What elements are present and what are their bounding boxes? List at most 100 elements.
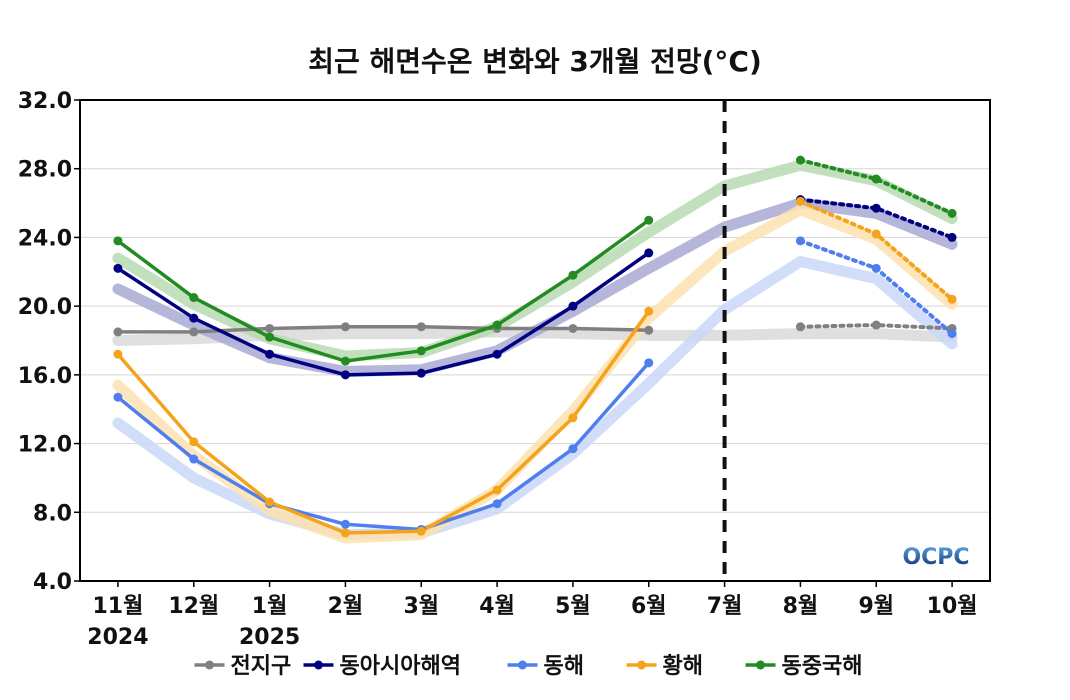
series-0-observed-point <box>113 327 123 337</box>
x-tick-label: 3월 <box>403 594 439 619</box>
series-4-observed-line <box>116 218 650 363</box>
series-points <box>113 155 957 538</box>
x-tick-label: 8월 <box>783 594 819 619</box>
series-3-observed-point <box>113 349 123 359</box>
ocpc-logo: OCPC <box>902 545 969 570</box>
series-3-observed-point <box>568 413 578 423</box>
climatology-bands <box>112 159 958 544</box>
y-axis-ticks: 32.0 28.0 24.0 20.0 16.0 12.0 8.0 4.0 <box>18 89 80 595</box>
series-0-observed-line <box>117 325 649 334</box>
legend-swatch-marker <box>756 660 765 670</box>
series-2-observed-line <box>116 361 651 532</box>
series-2-observed-point <box>644 358 654 368</box>
series-3-observed-point <box>265 497 275 507</box>
series-1-climatology-band <box>112 197 958 377</box>
x-year-label: 2025 <box>239 625 300 650</box>
series-1-observed-point <box>644 248 654 258</box>
series-4-observed-point <box>113 236 123 246</box>
series-0-observed-point <box>416 322 426 332</box>
legend-swatch-marker <box>205 660 214 670</box>
legend-label: 동중국해 <box>782 654 863 679</box>
series-0-observed-point <box>568 323 578 333</box>
legend-label: 전지구 <box>231 654 292 679</box>
series-0-observed-point <box>189 327 199 337</box>
x-year-label: 2024 <box>87 625 148 650</box>
x-tick-label: 10월 <box>927 594 978 619</box>
legend-swatch-marker <box>314 660 323 670</box>
x-tick-label: 11월 <box>92 594 143 619</box>
y-tick-label: 8.0 <box>33 501 72 526</box>
series-4-climatology-band <box>112 159 958 362</box>
series-3-observed-point <box>416 526 426 536</box>
series-1-observed-point <box>265 349 275 359</box>
series-2-forecast-point <box>871 263 881 273</box>
series-3-forecast-point <box>871 229 881 239</box>
series-1-observed-point <box>416 368 426 378</box>
legend-label: 동아시아해역 <box>340 654 461 679</box>
series-3-observed-point <box>340 528 350 538</box>
series-3-forecast-point <box>795 196 805 206</box>
series-4-observed-point <box>416 346 426 356</box>
y-tick-label: 28.0 <box>18 158 72 183</box>
series-3-observed-point <box>492 485 502 495</box>
x-tick-label: 12월 <box>168 594 219 619</box>
series-4-forecast-point <box>871 174 881 184</box>
series-4-observed-point <box>340 356 350 366</box>
series-4-forecast-point <box>947 208 957 218</box>
y-tick-label: 16.0 <box>18 364 72 389</box>
series-2-observed-point <box>568 444 578 454</box>
legend-label: 동해 <box>544 654 584 679</box>
x-axis-ticks: 11월 12월 1월 2월 3월 4월 5월 6월 7월 8월 9월 10월 2024 2025 <box>87 581 978 650</box>
series-1-observed-point <box>492 349 502 359</box>
series-3-observed-line <box>116 310 651 535</box>
series-2-observed-point <box>113 392 123 402</box>
series-1-observed-point <box>568 301 578 311</box>
legend-swatch-marker <box>637 660 646 670</box>
y-tick-label: 32.0 <box>18 89 72 114</box>
series-0-observed-point <box>340 322 350 332</box>
x-tick-label: 9월 <box>858 594 894 619</box>
ocpc-logo-text: OCPC <box>902 545 969 570</box>
legend-label: 황해 <box>663 654 703 679</box>
series-4-observed-point <box>265 332 275 342</box>
series-2-forecast-point <box>795 236 805 246</box>
series-1-observed-point <box>340 370 350 380</box>
series-1-observed-point <box>113 263 123 273</box>
series-4-observed-point <box>568 270 578 280</box>
series-3-observed-point <box>189 437 199 447</box>
legend: 전지구 동아시아해역 동해 황해 동중국해 <box>194 654 863 679</box>
series-3-forecast-point <box>947 294 957 304</box>
series-3-observed-point <box>644 306 654 316</box>
plot-frame <box>79 99 991 582</box>
series-2-observed-point <box>189 454 199 464</box>
series-0-observed-point <box>644 325 654 335</box>
series-2-observed-point <box>492 499 502 509</box>
x-tick-label: 4월 <box>479 594 515 619</box>
series-1-observed-line <box>116 251 650 377</box>
x-tick-label: 2월 <box>328 594 364 619</box>
x-tick-label: 6월 <box>631 594 667 619</box>
y-tick-label: 4.0 <box>33 570 72 595</box>
chart-title: 최근 해면수온 변화와 3개월 전망(°C) <box>308 45 762 78</box>
series-4-observed-point <box>644 215 654 225</box>
series-2-forecast-point <box>947 329 957 339</box>
x-tick-label: 1월 <box>252 594 288 619</box>
series-1-forecast-point <box>947 232 957 242</box>
y-tick-label: 20.0 <box>18 295 72 320</box>
y-tick-label: 12.0 <box>18 433 72 458</box>
series-3-climatology-band <box>112 204 958 544</box>
y-tick-label: 24.0 <box>18 226 72 251</box>
x-tick-label: 5월 <box>555 594 591 619</box>
series-4-forecast-point <box>795 155 805 165</box>
series-1-observed-point <box>189 313 199 323</box>
series-0-forecast-point <box>795 322 805 332</box>
series-0-forecast-point <box>871 320 881 330</box>
x-tick-label: 7월 <box>707 594 743 619</box>
series-4-observed-point <box>492 320 502 330</box>
series-1-forecast-point <box>871 203 881 213</box>
series-0-observed-point <box>265 323 275 333</box>
series-4-observed-point <box>189 293 199 303</box>
series-2-observed-point <box>340 519 350 529</box>
legend-swatch-marker <box>518 660 527 670</box>
